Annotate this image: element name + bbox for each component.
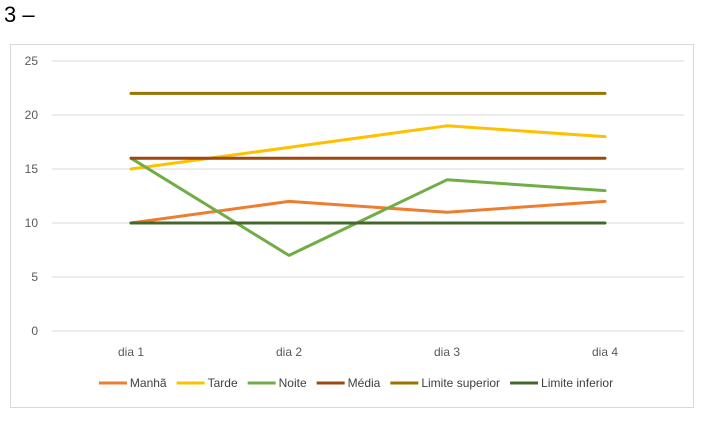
legend-label: Noite: [279, 376, 307, 390]
page-heading: 3 –: [4, 2, 35, 27]
legend-label: Limite inferior: [541, 376, 613, 390]
legend: Manhã Tarde Noite Média Limite superior Limit…: [98, 376, 613, 390]
y-tick-label: 20: [25, 108, 39, 122]
legend-label: Limite superior: [421, 376, 500, 390]
y-tick-label: 15: [25, 162, 39, 176]
x-tick-label: dia 3: [434, 345, 460, 359]
x-tick-label: dia 1: [118, 345, 144, 359]
legend-label: Média: [348, 376, 381, 390]
series-lines: [129, 91, 607, 257]
y-axis-ticks: 0 5 10 15 20 25: [25, 54, 39, 338]
y-tick-label: 10: [25, 216, 39, 230]
legend-label: Tarde: [208, 376, 238, 390]
series-line-0: [129, 199, 607, 225]
y-tick-label: 5: [31, 270, 38, 284]
x-tick-label: dia 2: [276, 345, 302, 359]
y-tick-label: 25: [25, 54, 39, 68]
gridlines: [52, 60, 684, 332]
series-line-2: [129, 156, 607, 257]
x-axis-ticks: dia 1 dia 2 dia 3 dia 4: [118, 345, 618, 359]
x-tick-label: dia 4: [592, 345, 618, 359]
legend-label: Manhã: [130, 376, 167, 390]
y-tick-label: 0: [31, 324, 38, 338]
series-line-1: [129, 124, 607, 171]
